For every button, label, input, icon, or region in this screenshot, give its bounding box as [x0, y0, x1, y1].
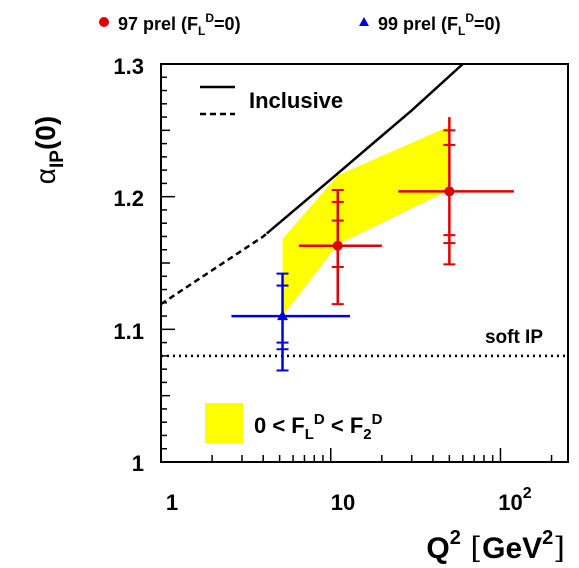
data-point-s1-p0	[231, 272, 351, 372]
band-legend-swatch	[205, 403, 243, 443]
y-tick-label-1-2: 1.2	[113, 186, 144, 211]
x-tick-label-1: 1	[166, 490, 178, 515]
x-tick-label-100: 102	[498, 485, 531, 515]
band-legend: 0 < FLD < F2D	[205, 403, 383, 443]
y-tick-labels: 1 1.1 1.2 1.3	[113, 54, 144, 476]
data-point-s0-p0	[298, 189, 382, 306]
svg-text:Q2 [GeV2]: Q2 [GeV2]	[426, 527, 565, 566]
y-tick-label-1-0: 1	[132, 451, 144, 476]
data-point-s0-p1	[398, 117, 514, 266]
x-tick-labels: 1 10 102	[166, 485, 532, 515]
legend-label-99-prel: 99 prel (FLD=0)	[378, 11, 501, 38]
x-tick-label-10: 10	[331, 490, 355, 515]
legend-label-97-prel: 97 prel (FLD=0)	[118, 11, 241, 38]
legend-marker-97-prel	[99, 17, 109, 27]
point-marker-circle	[444, 186, 455, 197]
soft-ip-label: soft IP	[485, 327, 543, 348]
y-tick-label-1-3: 1.3	[113, 54, 144, 79]
point-marker-triangle	[277, 310, 289, 321]
legend-entry-97-prel: 97 prel (FLD=0)	[99, 11, 241, 38]
axis-ticks	[160, 63, 553, 463]
inclusive-curve-dashed	[161, 232, 268, 306]
inclusive-legend-label: Inclusive	[249, 88, 343, 113]
inclusive-curve-solid	[265, 64, 464, 235]
band-fl-range	[282, 126, 450, 317]
point-marker-circle	[332, 240, 343, 251]
svg-text:αIP(0): αIP(0)	[30, 116, 68, 184]
legend-entry-99-prel: 99 prel (FLD=0)	[359, 11, 501, 38]
legend: 97 prel (FLD=0) 99 prel (FLD=0)	[99, 11, 501, 38]
y-tick-label-1-1: 1.1	[113, 319, 144, 344]
band-legend-label: 0 < FLD < F2D	[254, 411, 383, 443]
y-axis-label: αIP(0)	[30, 116, 68, 184]
legend-marker-99-prel	[359, 17, 369, 26]
data-points	[231, 117, 514, 372]
curve-legend: Inclusive	[200, 85, 343, 116]
x-axis-label: Q2 [GeV2]	[426, 527, 565, 566]
